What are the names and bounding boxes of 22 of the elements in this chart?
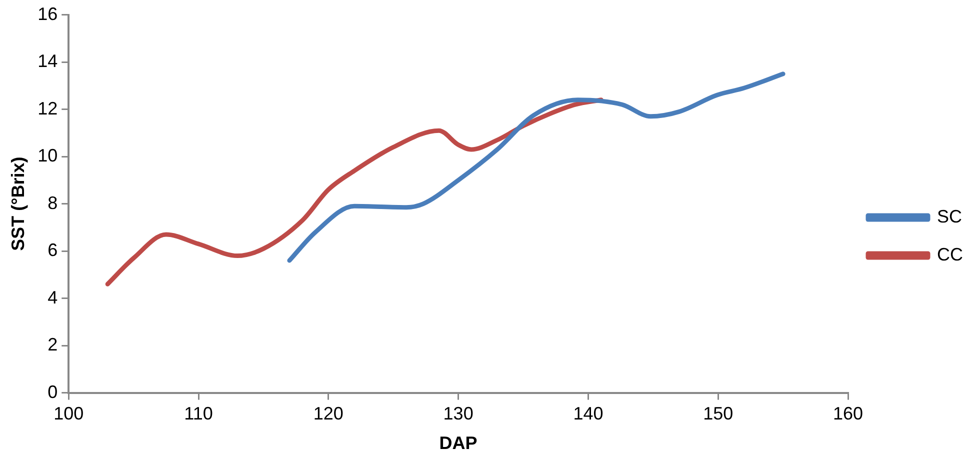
y-tick-label: 12: [38, 98, 58, 118]
y-tick-label: 8: [48, 192, 58, 213]
legend-label: SC: [937, 206, 962, 226]
y-tick-label: 6: [48, 240, 58, 260]
line-series: [287, 72, 786, 263]
x-tick-label: 130: [443, 404, 474, 424]
x-axis-title: DAP: [439, 433, 478, 454]
x-tick-label: 100: [54, 404, 84, 424]
x-tick-label: 150: [703, 404, 734, 424]
y-tick-label: 0: [48, 382, 58, 402]
y-axis-title: SST (°Brix): [8, 156, 28, 251]
x-tick-label: 140: [573, 404, 604, 424]
x-tick-label: 110: [184, 404, 213, 424]
y-tick-label: 2: [48, 334, 58, 355]
x-tick-label: 120: [313, 404, 344, 424]
y-tick-label: 10: [38, 146, 58, 166]
y-tick-label: 16: [38, 4, 58, 24]
legend-label: CC: [937, 244, 963, 264]
x-tick-label: 160: [832, 404, 864, 424]
y-tick-label: 4: [48, 287, 58, 308]
line-series: [105, 98, 604, 286]
y-tick-label: 14: [38, 51, 58, 72]
